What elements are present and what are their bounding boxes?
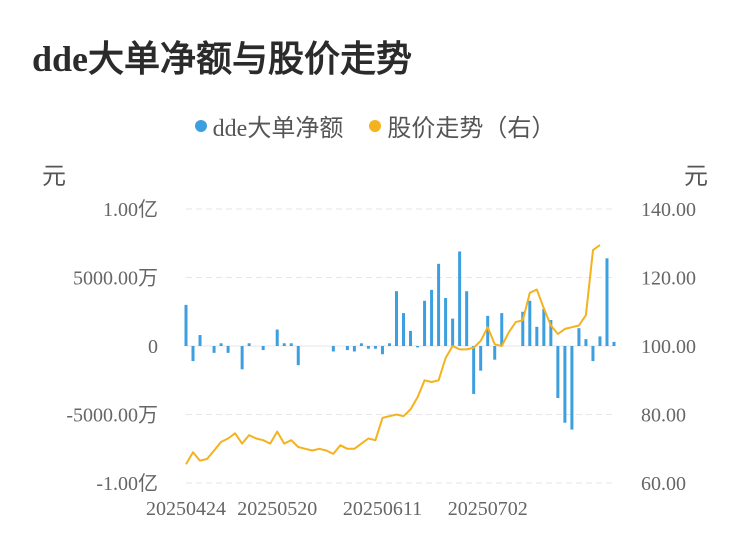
- legend-item-price[interactable]: 股价走势（右）: [369, 108, 555, 143]
- dde-bar: [359, 343, 363, 346]
- dde-bar: [380, 346, 384, 355]
- dde-bar: [556, 346, 560, 399]
- legend-label-price: 股价走势（右）: [387, 116, 556, 142]
- dde-bar: [240, 346, 244, 370]
- x-tick-label: 20250611: [343, 498, 422, 520]
- dde-bar: [542, 309, 546, 346]
- dde-bar: [409, 330, 413, 346]
- right-tick-label: 100.00: [641, 336, 696, 358]
- legend-dot-dde: [194, 119, 207, 132]
- dde-bar: [373, 346, 377, 349]
- dde-bar: [486, 315, 490, 346]
- dde-bar: [535, 326, 539, 346]
- dde-bar: [451, 318, 455, 346]
- dde-bar: [570, 346, 574, 430]
- dde-bar: [289, 343, 293, 346]
- dde-bar: [584, 339, 588, 346]
- right-axis-unit: 元: [684, 164, 708, 190]
- dde-bar: [331, 346, 335, 352]
- left-tick-label: -1.00亿: [96, 472, 158, 495]
- dde-bar: [275, 329, 279, 346]
- dde-bar: [528, 300, 532, 346]
- dde-bar: [500, 313, 504, 346]
- dde-bar: [345, 346, 349, 351]
- dde-bar: [458, 251, 462, 346]
- dde-bar: [479, 346, 483, 371]
- dde-bar: [261, 346, 265, 351]
- left-tick-label: 5000.00万: [73, 268, 158, 290]
- dde-bar: [465, 291, 469, 346]
- dde-bar: [430, 289, 434, 346]
- dde-bar: [472, 346, 476, 394]
- dde-bar: [577, 328, 581, 346]
- dde-bar: [521, 311, 525, 346]
- price-line: [185, 244, 601, 465]
- dde-bar: [352, 346, 356, 352]
- left-tick-label: 1.00亿: [103, 198, 158, 221]
- dde-bar: [437, 263, 441, 346]
- left-axis-unit: 元: [42, 164, 66, 190]
- dde-bar: [219, 343, 223, 346]
- x-tick-label: 20250702: [448, 498, 528, 520]
- dde-bar: [605, 258, 609, 346]
- dde-bar: [212, 346, 216, 353]
- legend-dot-price: [369, 119, 382, 132]
- dde-bar: [493, 346, 497, 360]
- dde-bar: [394, 291, 398, 346]
- right-tick-label: 80.00: [641, 405, 686, 427]
- right-tick-label: 60.00: [641, 473, 686, 495]
- legend-item-dde[interactable]: dde大单净额: [194, 108, 344, 143]
- dde-bar: [444, 298, 448, 346]
- dde-bar: [416, 346, 420, 348]
- legend-label-dde: dde大单净额: [212, 116, 344, 142]
- dde-bar: [591, 346, 595, 362]
- dde-bar: [402, 313, 406, 346]
- right-tick-label: 140.00: [641, 199, 696, 221]
- dde-bar: [366, 346, 370, 349]
- dde-bar: [598, 336, 602, 346]
- dde-bar: [612, 341, 616, 346]
- dde-bar: [387, 343, 391, 346]
- dde-bar: [247, 343, 251, 346]
- dde-bar: [296, 346, 300, 366]
- left-tick-label: 0: [148, 336, 158, 358]
- dde-bar: [184, 304, 188, 346]
- x-tick-label: 20250424: [146, 498, 226, 520]
- left-tick-label: -5000.00万: [66, 405, 158, 427]
- chart-title: dde大单净额与股价走势: [32, 39, 413, 79]
- dde-bar: [423, 300, 427, 346]
- dde-bar: [282, 343, 286, 346]
- x-tick-label: 20250520: [237, 498, 317, 520]
- chart-legend: dde大单净额 股价走势（右）: [0, 108, 750, 143]
- right-tick-label: 120.00: [641, 268, 696, 290]
- dde-bar: [226, 346, 230, 353]
- dde-bar: [191, 346, 195, 362]
- dde-bar: [549, 319, 553, 346]
- dde-bar: [563, 346, 567, 423]
- dde-bar: [198, 335, 202, 346]
